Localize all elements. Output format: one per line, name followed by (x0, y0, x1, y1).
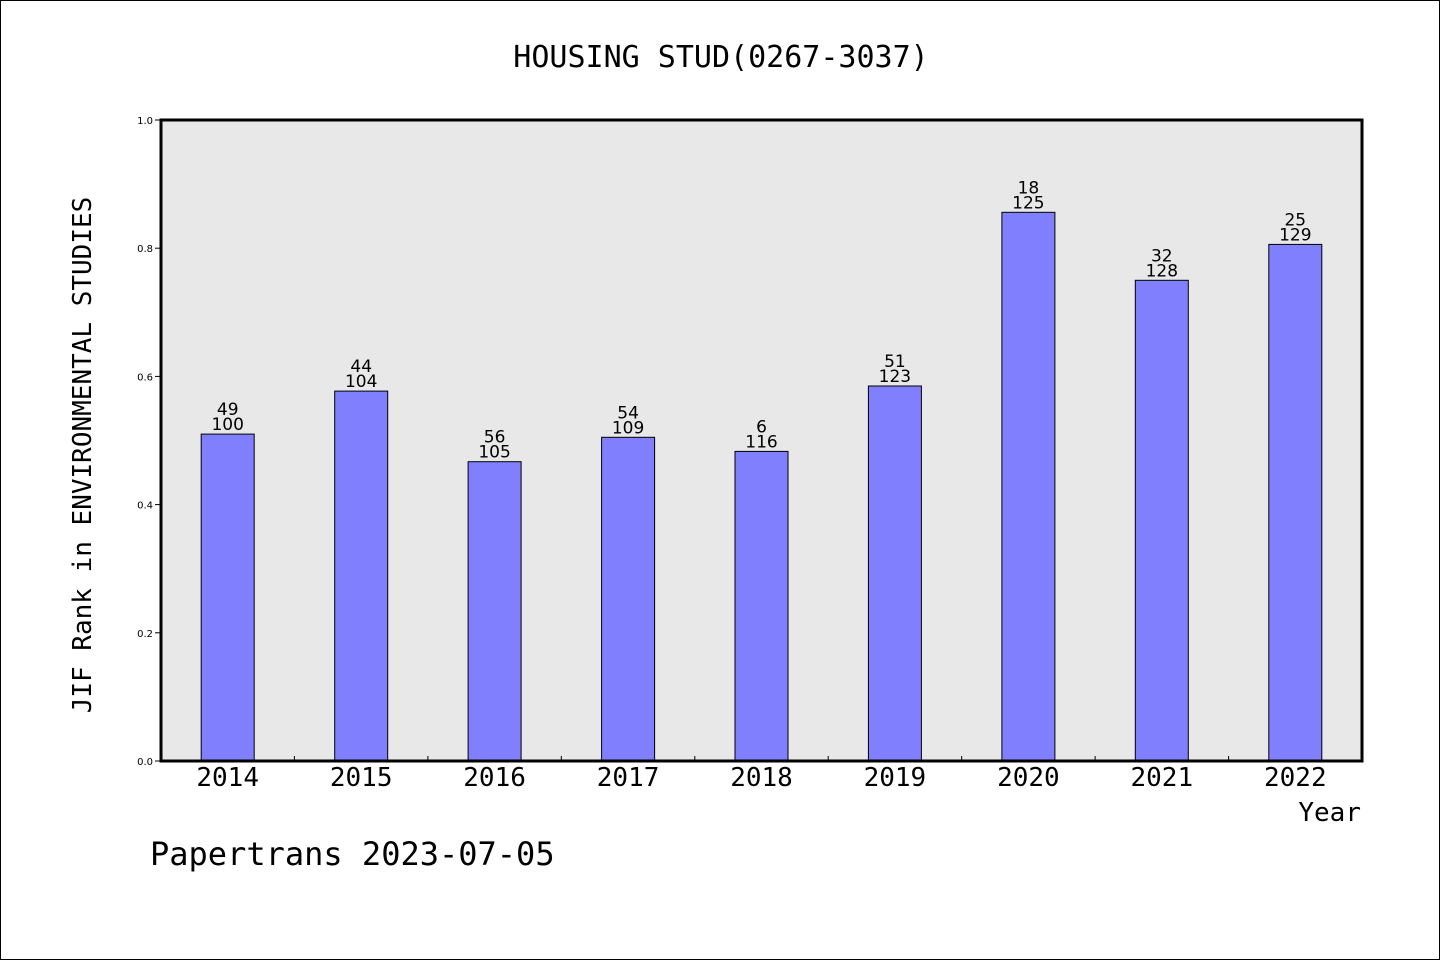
bars-group (200, 211, 1323, 762)
bar-rank-label: 51 (884, 352, 906, 372)
x-tick-label: 2021 (1130, 763, 1193, 793)
x-tick-label: 2015 (330, 763, 393, 793)
y-tick-label: 0.2 (137, 629, 153, 640)
bar-2019 (867, 385, 922, 762)
y-tick-label: 0.6 (137, 372, 153, 383)
bar-rank-label: 32 (1151, 246, 1173, 266)
x-tick-label: 2014 (196, 763, 259, 793)
bar-total-label: 125 (1012, 193, 1044, 213)
x-axis: 2014 2015 2016 2017 2018 2019 2020 2021 2022 (196, 756, 1327, 793)
bar-rank-label: 44 (350, 357, 372, 377)
y-tick-label: 0.0 (137, 757, 153, 768)
y-tick-label: 1.0 (137, 116, 153, 127)
x-tick-label: 2017 (597, 763, 660, 793)
bar-2018 (734, 450, 789, 762)
bar-rank-label: 25 (1284, 210, 1306, 230)
x-tick-label: 2016 (463, 763, 526, 793)
bar-rank-label: 49 (217, 400, 239, 420)
bar-rank-label: 56 (484, 428, 506, 448)
bar-total-label: 116 (745, 432, 777, 452)
bar-total-label: 105 (478, 443, 510, 463)
bar-2021 (1134, 279, 1189, 762)
x-tick-label: 2020 (997, 763, 1060, 793)
bar-total-label: 100 (211, 415, 243, 435)
y-tick-label: 0.4 (137, 501, 153, 512)
bar-total-label: 129 (1279, 225, 1311, 245)
bar-2015 (334, 390, 389, 762)
bar-2020 (1001, 211, 1056, 762)
bar-rank-label: 6 (756, 417, 767, 437)
plot-border (159, 118, 1364, 763)
bar-2016 (467, 461, 522, 762)
bar-total-label: 128 (1146, 261, 1178, 281)
y-tick-label: 0.8 (137, 244, 153, 255)
x-axis-label: Year (1298, 798, 1361, 828)
chart-title: HOUSING STUD(0267-3037) (513, 40, 928, 75)
bar-2017 (601, 436, 656, 762)
y-axis: 0.0 0.2 0.4 0.6 0.8 1.0 (137, 116, 161, 768)
x-tick-label: 2018 (730, 763, 793, 793)
bar-2014 (200, 433, 255, 762)
bar-rank-label: 54 (617, 403, 639, 423)
x-tick-label: 2022 (1264, 763, 1327, 793)
bar-total-label: 104 (345, 372, 377, 392)
x-tick-label: 2019 (864, 763, 927, 793)
bar-2022 (1268, 243, 1323, 762)
y-axis-label: JIF Rank in ENVIRONMENTAL STUDIES (68, 197, 98, 714)
bar-rank-label: 18 (1018, 178, 1040, 198)
footer-text: Papertrans 2023-07-05 (150, 835, 555, 873)
bar-total-label: 123 (879, 367, 911, 387)
bar-total-label: 109 (612, 418, 644, 438)
